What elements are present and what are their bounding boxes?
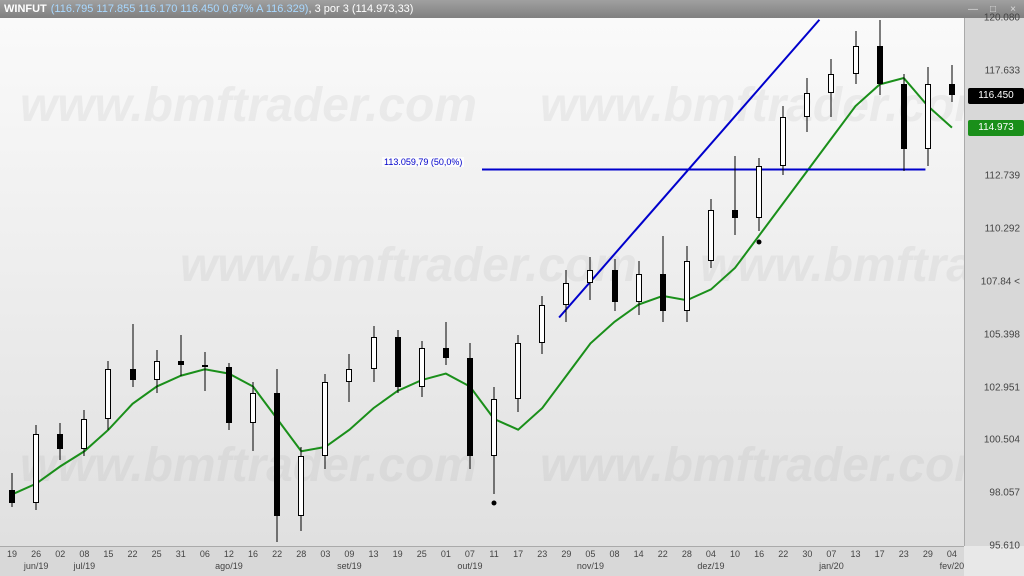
x-tick-day: 19 <box>393 549 403 559</box>
x-tick-day: 29 <box>561 549 571 559</box>
price-tag: 116.450 <box>968 88 1024 104</box>
y-tick-label: 98.057 <box>989 488 1020 499</box>
x-tick-day: 22 <box>658 549 668 559</box>
x-tick-day: 28 <box>682 549 692 559</box>
x-tick-month: jan/20 <box>819 561 844 571</box>
price-tag: 114.973 <box>968 120 1024 136</box>
x-tick-day: 13 <box>851 549 861 559</box>
y-tick-label: 117.633 <box>985 65 1020 76</box>
trend-annotations <box>0 18 964 546</box>
x-tick-day: 23 <box>537 549 547 559</box>
y-tick-label: 100.504 <box>984 435 1020 446</box>
x-tick-day: 09 <box>344 549 354 559</box>
x-tick-month: out/19 <box>457 561 482 571</box>
x-tick-day: 04 <box>706 549 716 559</box>
x-tick-day: 11 <box>489 549 498 559</box>
x-tick-day: 03 <box>320 549 330 559</box>
x-tick-day: 22 <box>128 549 138 559</box>
x-tick-day: 13 <box>369 549 379 559</box>
minimize-button[interactable]: — <box>966 4 980 15</box>
x-tick-day: 07 <box>826 549 836 559</box>
x-tick-day: 30 <box>802 549 812 559</box>
x-tick-day: 16 <box>248 549 258 559</box>
ohlc-label: (116.795 117.855 116.170 116.450 0,67% A… <box>51 3 309 15</box>
x-tick-day: 28 <box>296 549 306 559</box>
x-tick-day: 26 <box>31 549 41 559</box>
x-tick-day: 10 <box>730 549 740 559</box>
y-tick-label: 120.080 <box>984 13 1020 24</box>
y-tick-label: 110.292 <box>985 224 1020 235</box>
y-tick-label: 112.739 <box>985 171 1020 182</box>
moving-average-line <box>0 18 964 546</box>
x-tick-day: 22 <box>778 549 788 559</box>
watermark: www.bmftrader.com <box>20 78 477 133</box>
x-tick-day: 07 <box>465 549 475 559</box>
x-tick-month: jul/19 <box>74 561 96 571</box>
x-tick-month: jun/19 <box>24 561 49 571</box>
x-tick-day: 17 <box>513 549 523 559</box>
x-tick-day: 05 <box>585 549 595 559</box>
x-tick-day: 14 <box>634 549 644 559</box>
fib-label: 113.059,79 (50,0%) <box>382 157 464 167</box>
watermark: www.bmftrader.com <box>20 438 477 493</box>
x-tick-day: 04 <box>947 549 957 559</box>
x-tick-day: 08 <box>79 549 89 559</box>
extra-label: , 3 por 3 (114.973,33) <box>308 3 413 15</box>
x-tick-month: nov/19 <box>577 561 604 571</box>
x-tick-day: 29 <box>923 549 933 559</box>
x-tick-day: 12 <box>224 549 234 559</box>
x-tick-month: set/19 <box>337 561 362 571</box>
x-tick-day: 16 <box>754 549 764 559</box>
x-tick-day: 19 <box>7 549 17 559</box>
y-tick-label: 95.610 <box>989 541 1020 552</box>
x-tick-month: fev/20 <box>940 561 965 571</box>
x-tick-day: 15 <box>103 549 113 559</box>
titlebar[interactable]: WINFUT (116.795 117.855 116.170 116.450 … <box>0 0 1024 18</box>
x-tick-month: dez/19 <box>697 561 724 571</box>
x-axis: 19 26 02 08 15 22 25 31 06 12 16 22 28 03 09 13 19 25 01 07… <box>0 546 964 576</box>
y-tick-label: 102.951 <box>984 382 1020 393</box>
x-tick-month: ago/19 <box>215 561 243 571</box>
chart-plot-area[interactable]: www.bmftrader.com www.bmftrader.com www.… <box>0 18 964 546</box>
y-tick-label: 107.84 < <box>981 277 1020 288</box>
x-tick-day: 22 <box>272 549 282 559</box>
marker-dot <box>757 239 762 244</box>
x-tick-day: 06 <box>200 549 210 559</box>
marker-dot <box>492 501 497 506</box>
x-tick-day: 23 <box>899 549 909 559</box>
x-tick-day: 08 <box>610 549 620 559</box>
x-tick-day: 02 <box>55 549 65 559</box>
x-tick-day: 01 <box>441 549 451 559</box>
x-tick-day: 25 <box>417 549 427 559</box>
x-tick-day: 31 <box>176 549 186 559</box>
x-tick-day: 25 <box>152 549 162 559</box>
symbol-label: WINFUT <box>4 3 47 15</box>
watermark: www.bmftrader.com <box>540 438 997 493</box>
y-tick-label: 105.398 <box>984 329 1020 340</box>
chart-window: WINFUT (116.795 117.855 116.170 116.450 … <box>0 0 1024 576</box>
x-tick-day: 17 <box>875 549 885 559</box>
y-axis: 120.080117.633112.739110.292107.84 <105.… <box>964 18 1024 546</box>
